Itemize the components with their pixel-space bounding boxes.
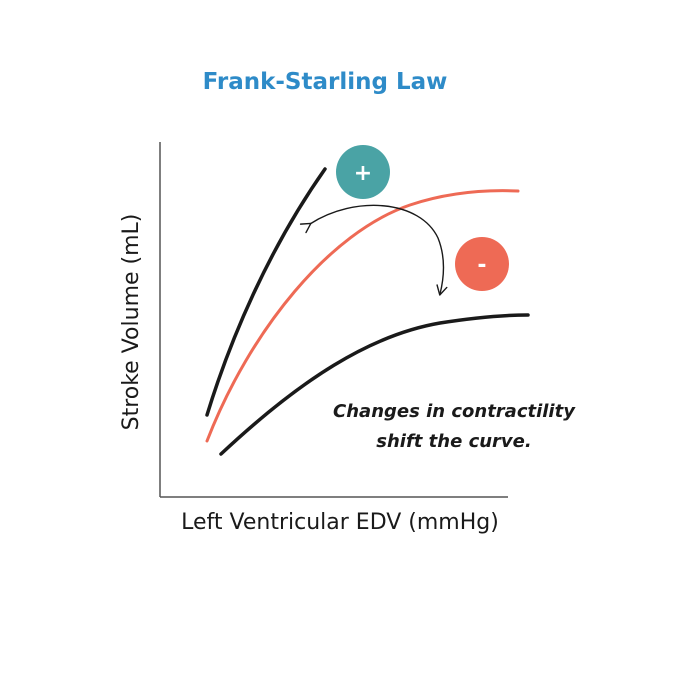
decrease-badge: - bbox=[455, 237, 509, 291]
diagram-title: Frank-Starling Law bbox=[203, 69, 448, 95]
shift-arrow bbox=[299, 204, 448, 296]
minus-icon: - bbox=[477, 253, 486, 278]
curve-increased-contractility bbox=[205, 167, 327, 417]
minus-badge-circle bbox=[455, 237, 509, 291]
y-axis-label: Stroke Volume (mL) bbox=[119, 214, 144, 431]
curve-decreased-contractility bbox=[219, 313, 530, 456]
plus-icon: + bbox=[354, 161, 372, 186]
annotation-line-1: Changes in contractility bbox=[333, 401, 576, 422]
x-axis-label: Left Ventricular EDV (mmHg) bbox=[181, 510, 499, 535]
annotation-line-2: shift the curve. bbox=[376, 431, 531, 452]
plus-badge-circle bbox=[336, 145, 390, 199]
increase-badge: + bbox=[336, 145, 390, 199]
